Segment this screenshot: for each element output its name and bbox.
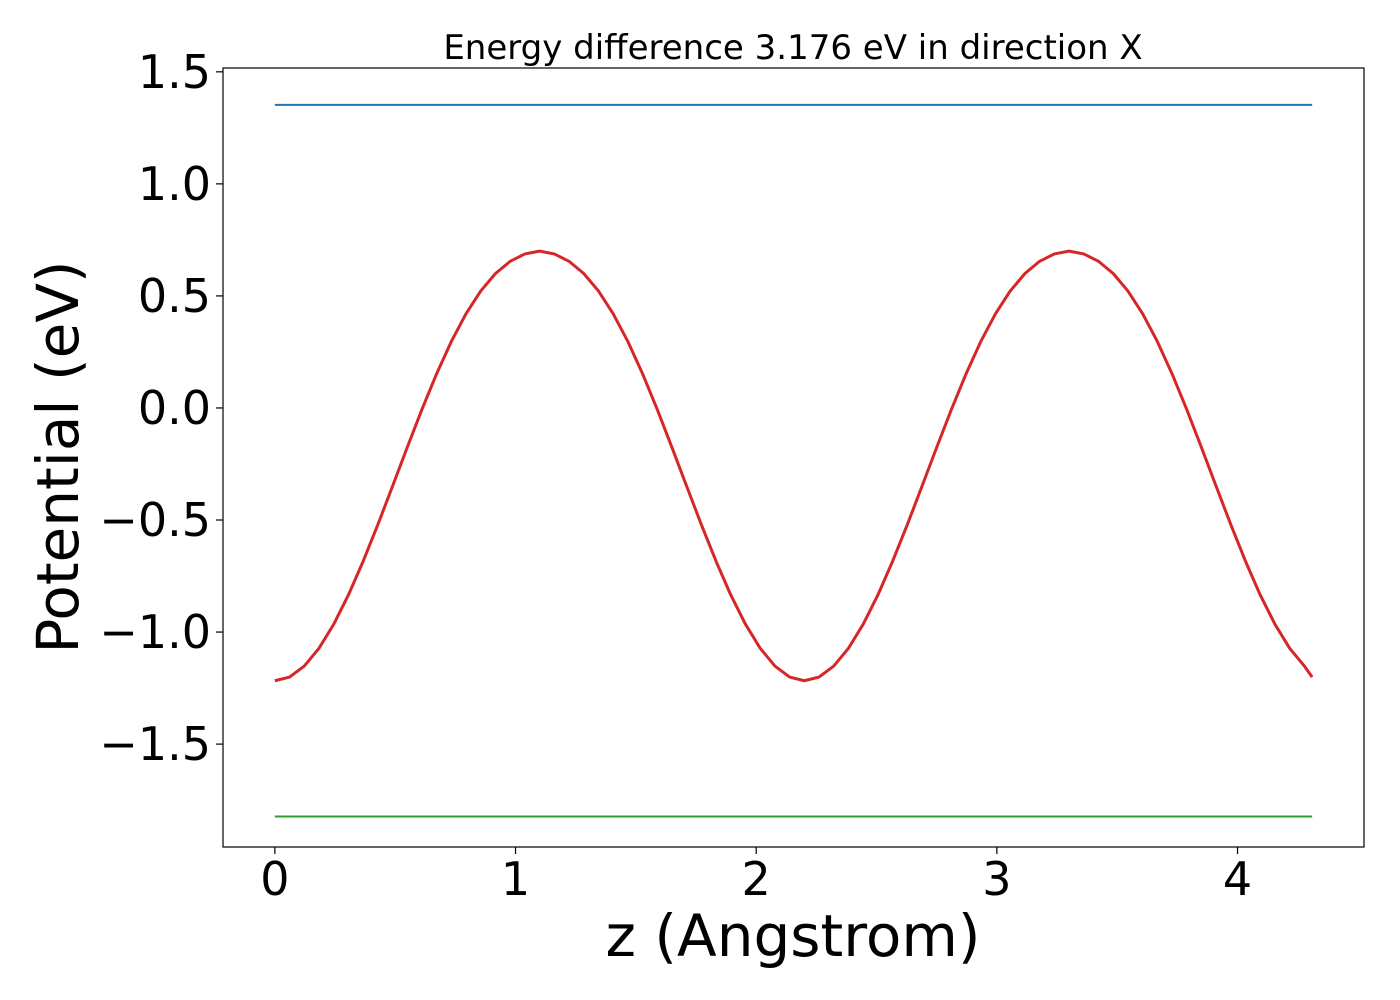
y-axis-label: Potential (eV) — [24, 260, 92, 653]
plot-frame — [222, 67, 1365, 848]
x-axis-label: z (Angstrom) — [606, 902, 981, 970]
y-tick-label: 1.0 — [138, 157, 211, 211]
y-tick-label: 0.0 — [138, 381, 211, 435]
x-axis-ticks: 0 1 2 3 4 — [260, 847, 1252, 906]
series-layer — [274, 103, 1314, 818]
x-tick-label: 0 — [260, 852, 289, 906]
y-tick-label: −1.0 — [99, 605, 211, 659]
y-tick-label: 1.5 — [138, 45, 211, 99]
y-tick-label: 0.5 — [138, 269, 211, 323]
x-tick-label: 2 — [742, 852, 771, 906]
potential-curve-line — [274, 249, 1314, 683]
y-axis-ticks: −1.5 −1.0 −0.5 0.0 0.5 1.0 1.5 — [99, 45, 223, 771]
x-tick-label: 1 — [501, 852, 530, 906]
y-tick-label: −0.5 — [99, 493, 211, 547]
x-tick-label: 3 — [982, 852, 1011, 906]
chart-title: Energy difference 3.176 eV in direction … — [443, 28, 1142, 68]
y-tick-label: −1.5 — [99, 717, 211, 771]
x-tick-label: 4 — [1223, 852, 1252, 906]
